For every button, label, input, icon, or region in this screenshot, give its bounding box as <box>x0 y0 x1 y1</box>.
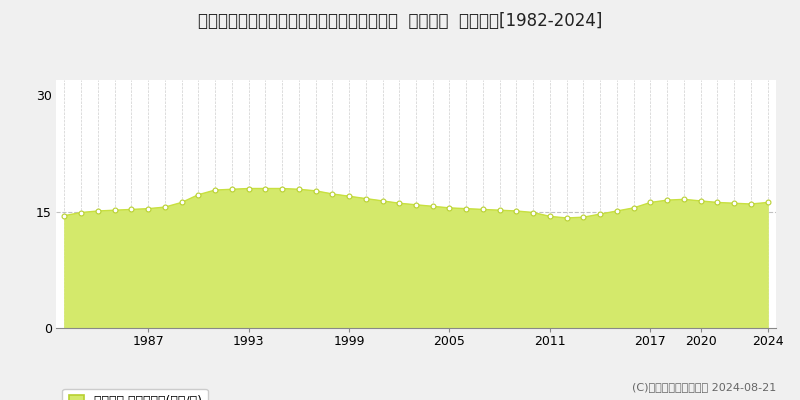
Legend: 地価公示 平均坪単価(万円/坪): 地価公示 平均坪単価(万円/坪) <box>62 389 208 400</box>
Text: 福島県いわき市好間町下好間字手倉５２番３  地価公示  地価推移[1982-2024]: 福島県いわき市好間町下好間字手倉５２番３ 地価公示 地価推移[1982-2024… <box>198 12 602 30</box>
Text: (C)土地価格ドットコム 2024-08-21: (C)土地価格ドットコム 2024-08-21 <box>632 382 776 392</box>
